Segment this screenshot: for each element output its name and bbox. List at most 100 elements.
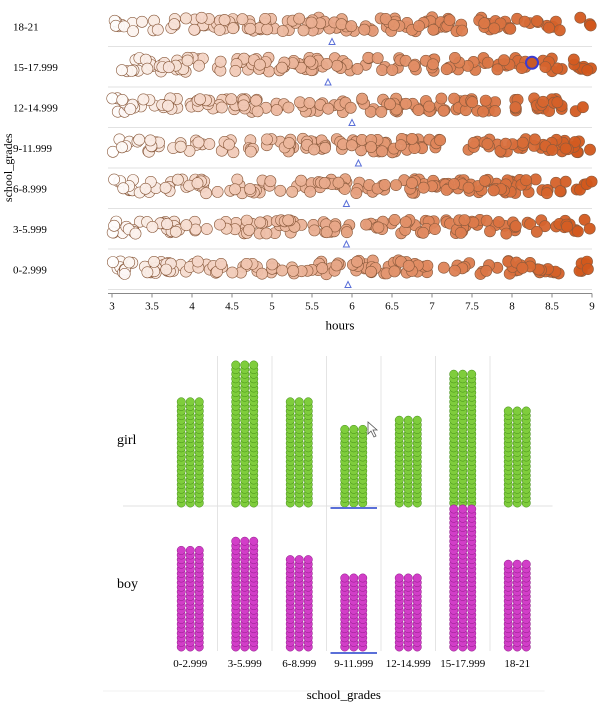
data-point xyxy=(151,23,164,36)
data-point xyxy=(437,104,450,117)
x-tick-label: 18-21 xyxy=(504,658,530,670)
data-point xyxy=(529,133,541,146)
data-point xyxy=(412,104,425,116)
data-point xyxy=(168,18,181,31)
data-point xyxy=(136,15,148,28)
data-point xyxy=(294,555,304,565)
data-point xyxy=(148,255,160,268)
data-point xyxy=(249,536,259,546)
y-tick-label: 0-2.999 xyxy=(13,264,47,276)
y-tick-label: 6-8.999 xyxy=(13,183,47,195)
mean-marker xyxy=(342,199,351,207)
data-point xyxy=(427,58,439,71)
data-point xyxy=(467,504,477,514)
data-point xyxy=(531,15,543,27)
data-point xyxy=(553,24,566,37)
data-point xyxy=(376,145,388,158)
data-point xyxy=(264,175,277,188)
data-point xyxy=(229,183,241,196)
x-tick-label: 15-17.999 xyxy=(440,658,485,670)
x-tick-label: 3-5.999 xyxy=(228,658,262,670)
data-point xyxy=(503,559,513,569)
data-point xyxy=(349,573,359,583)
data-point xyxy=(211,185,224,198)
data-point xyxy=(388,213,401,226)
data-point xyxy=(427,23,440,36)
data-point xyxy=(117,182,130,195)
x-tick-label: 6 xyxy=(349,301,355,313)
data-point xyxy=(107,256,119,268)
dot-column-boy xyxy=(449,504,477,652)
data-point xyxy=(144,134,157,147)
data-point xyxy=(423,100,436,113)
data-point xyxy=(340,573,350,583)
data-point xyxy=(106,92,119,105)
dot-column-boy xyxy=(394,573,422,652)
data-point xyxy=(231,536,241,546)
data-point xyxy=(567,53,580,66)
mean-marker xyxy=(342,239,351,248)
data-point xyxy=(227,22,239,35)
data-point xyxy=(551,62,564,75)
data-point xyxy=(174,140,187,153)
data-point xyxy=(108,219,120,232)
data-point xyxy=(504,22,517,35)
row-label-girl: girl xyxy=(117,433,137,448)
data-point xyxy=(180,219,193,232)
data-point xyxy=(521,559,531,569)
data-point xyxy=(137,93,150,106)
data-point xyxy=(434,134,446,147)
data-point xyxy=(454,226,467,239)
data-point xyxy=(403,573,413,583)
data-point xyxy=(331,59,343,72)
data-point xyxy=(512,559,522,569)
data-point xyxy=(466,96,479,109)
data-point xyxy=(303,397,313,407)
data-point xyxy=(543,21,555,34)
data-point xyxy=(181,54,194,67)
data-point xyxy=(443,14,456,26)
data-point xyxy=(213,24,226,36)
data-point xyxy=(559,175,572,188)
data-point xyxy=(195,11,208,24)
data-point xyxy=(448,178,460,190)
x-tick-label: 7.5 xyxy=(465,301,479,313)
data-point xyxy=(458,214,471,226)
data-point xyxy=(253,58,266,71)
data-point xyxy=(503,406,513,416)
data-point xyxy=(372,221,385,234)
data-point xyxy=(394,415,404,425)
data-point xyxy=(487,184,500,197)
data-point xyxy=(240,257,253,270)
data-point xyxy=(293,12,306,25)
data-point xyxy=(390,179,402,191)
data-point xyxy=(340,226,353,239)
data-point xyxy=(161,218,173,230)
data-point xyxy=(417,181,430,194)
highlighted-point xyxy=(525,55,539,70)
dot-column-girl xyxy=(231,360,259,508)
data-point xyxy=(541,187,553,200)
data-point xyxy=(456,24,468,37)
data-point xyxy=(458,504,468,514)
data-point xyxy=(240,360,250,370)
mean-marker xyxy=(324,77,332,86)
data-point xyxy=(449,504,459,514)
data-point xyxy=(399,54,412,67)
data-point xyxy=(200,187,212,200)
dot-column-girl xyxy=(340,424,368,508)
y-tick-label: 9-11.999 xyxy=(13,143,53,155)
x-tick-label: 3 xyxy=(109,301,115,313)
data-point xyxy=(350,187,363,199)
x-tick-label: 12-14.999 xyxy=(386,658,431,670)
data-point xyxy=(285,555,295,565)
data-point xyxy=(229,65,242,77)
data-point xyxy=(236,13,249,26)
x-tick-label: 8 xyxy=(509,301,515,313)
data-point xyxy=(569,136,581,148)
data-point xyxy=(223,138,235,151)
data-point xyxy=(297,24,310,37)
data-point xyxy=(270,104,283,116)
